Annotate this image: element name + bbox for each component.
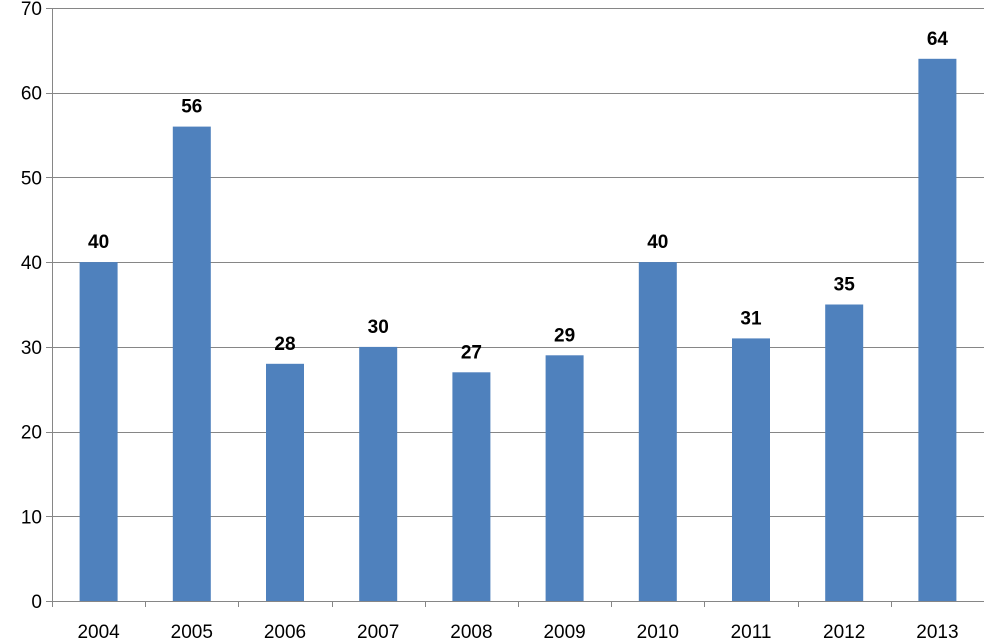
data-label-2009: 29 xyxy=(554,325,575,346)
y-axis-tick-labels: 0 10 20 30 40 50 60 70 xyxy=(21,0,42,613)
y-tick-label: 60 xyxy=(21,84,42,105)
y-tick-label: 70 xyxy=(21,0,42,20)
y-tick-label: 50 xyxy=(21,168,42,189)
bars xyxy=(79,58,957,602)
x-tick-label: 2010 xyxy=(637,622,679,642)
bar-2009 xyxy=(545,355,584,601)
x-tick-label: 2013 xyxy=(916,622,958,642)
bar-2013 xyxy=(918,58,957,602)
x-tick-label: 2004 xyxy=(77,622,120,642)
x-tick-label: 2005 xyxy=(171,622,213,642)
y-tick-label: 40 xyxy=(21,253,42,274)
bar-2007 xyxy=(359,346,398,601)
y-tick-label: 20 xyxy=(21,423,42,444)
data-label-2006: 28 xyxy=(274,334,295,355)
bar-2010 xyxy=(638,262,677,601)
data-label-2005: 56 xyxy=(181,97,202,118)
data-label-2004: 40 xyxy=(88,232,109,253)
bar-2005 xyxy=(172,126,211,601)
data-label-2008: 27 xyxy=(461,342,482,363)
bar-2006 xyxy=(266,363,304,601)
bar-2012 xyxy=(825,304,864,601)
bar-2004 xyxy=(79,262,118,601)
bar-2008 xyxy=(452,372,491,601)
x-axis-tick-labels: 2004 2005 2006 2007 2008 2009 2010 2011 2012 2013 xyxy=(77,622,958,642)
x-tick-label: 2007 xyxy=(357,622,399,642)
bar-2011 xyxy=(732,338,770,601)
y-tick-label: 30 xyxy=(21,338,42,359)
y-tick-label: 10 xyxy=(21,507,42,528)
data-label-2011: 31 xyxy=(740,308,762,329)
data-label-2013: 64 xyxy=(927,29,949,50)
x-tick-label: 2006 xyxy=(264,622,306,642)
x-tick-label: 2011 xyxy=(731,622,772,642)
data-label-2012: 35 xyxy=(834,275,856,296)
data-label-2007: 30 xyxy=(368,317,389,338)
x-tick-label: 2012 xyxy=(823,622,865,642)
data-label-2010: 40 xyxy=(647,232,668,253)
y-tick-label: 0 xyxy=(31,592,42,613)
data-labels: 40 56 28 30 27 29 40 31 35 64 xyxy=(88,29,948,363)
x-tick-label: 2008 xyxy=(450,622,492,642)
x-tick-label: 2009 xyxy=(543,622,585,642)
x-axis xyxy=(52,8,984,607)
